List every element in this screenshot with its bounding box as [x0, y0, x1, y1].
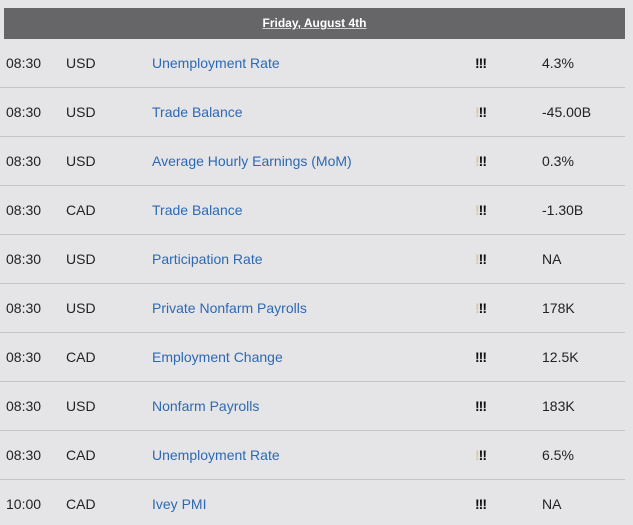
- impact-mark-icon: !: [482, 202, 487, 218]
- event-name-link[interactable]: Private Nonfarm Payrolls: [152, 300, 307, 316]
- event-currency: CAD: [66, 447, 96, 463]
- impact-mark-icon: !: [478, 447, 484, 463]
- impact-indicator: !!!: [475, 39, 487, 87]
- event-time: 08:30: [6, 153, 42, 169]
- impact-mark-icon: !: [482, 398, 487, 414]
- impact-indicator: !!!: [475, 284, 487, 332]
- event-currency: CAD: [66, 349, 96, 365]
- impact-mark-icon: !: [482, 300, 487, 316]
- impact-mark-icon: !: [475, 153, 480, 169]
- impact-mark-icon: !: [475, 447, 480, 463]
- impact-mark-icon: !: [475, 104, 480, 120]
- impact-mark-icon: !: [478, 55, 484, 71]
- impact-mark-icon: !: [475, 496, 480, 512]
- event-currency: USD: [66, 251, 96, 267]
- event-name-link[interactable]: Average Hourly Earnings (MoM): [152, 153, 352, 169]
- event-time: 08:30: [6, 55, 42, 71]
- impact-mark-icon: !: [478, 104, 484, 120]
- impact-mark-icon: !: [478, 153, 484, 169]
- event-value: 6.5%: [542, 447, 574, 463]
- event-currency: USD: [66, 104, 96, 120]
- impact-indicator: !!!: [475, 186, 487, 234]
- impact-indicator: !!!: [475, 235, 487, 283]
- event-time: 08:30: [6, 300, 42, 316]
- event-value: -45.00B: [542, 104, 592, 120]
- impact-mark-icon: !: [478, 398, 484, 414]
- impact-mark-icon: !: [482, 251, 487, 267]
- impact-indicator: !!!: [475, 88, 487, 136]
- event-currency: CAD: [66, 496, 96, 512]
- event-time: 08:30: [6, 398, 42, 414]
- day-header: Friday, August 4th: [4, 8, 625, 39]
- impact-mark-icon: !: [482, 55, 487, 71]
- events-list: 08:30 USD Unemployment Rate!!! 4.3% 08:30 USD…: [0, 39, 625, 525]
- event-value: 183K: [542, 398, 575, 414]
- event-row: 08:30 USD Participation Rate!!! NA: [0, 235, 625, 284]
- impact-mark-icon: !: [482, 349, 487, 365]
- impact-mark-icon: !: [475, 55, 480, 71]
- impact-mark-icon: !: [478, 202, 484, 218]
- impact-indicator: !!!: [475, 382, 487, 430]
- event-name-link[interactable]: Trade Balance: [152, 104, 243, 120]
- event-time: 08:30: [6, 447, 42, 463]
- impact-indicator: !!!: [475, 333, 487, 381]
- event-row: 10:00 CAD Ivey PMI!!! NA: [0, 480, 625, 525]
- day-header-date[interactable]: Friday, August 4th: [262, 16, 367, 30]
- impact-mark-icon: !: [478, 496, 484, 512]
- event-name-link[interactable]: Employment Change: [152, 349, 283, 365]
- impact-mark-icon: !: [482, 104, 487, 120]
- event-row: 08:30 USD Unemployment Rate!!! 4.3%: [0, 39, 625, 88]
- event-name-link[interactable]: Ivey PMI: [152, 496, 207, 512]
- impact-indicator: !!!: [475, 137, 487, 185]
- event-time: 08:30: [6, 251, 42, 267]
- event-name-link[interactable]: Nonfarm Payrolls: [152, 398, 260, 414]
- impact-mark-icon: !: [475, 202, 480, 218]
- event-name-link[interactable]: Trade Balance: [152, 202, 243, 218]
- event-currency: USD: [66, 55, 96, 71]
- impact-mark-icon: !: [482, 496, 487, 512]
- impact-mark-icon: !: [478, 251, 484, 267]
- event-value: NA: [542, 496, 562, 512]
- event-value: 12.5K: [542, 349, 579, 365]
- event-time: 08:30: [6, 349, 42, 365]
- event-row: 08:30 USD Nonfarm Payrolls!!! 183K: [0, 382, 625, 431]
- event-time: 08:30: [6, 104, 42, 120]
- event-row: 08:30 USD Average Hourly Earnings (MoM)!!!…: [0, 137, 625, 186]
- event-time: 08:30: [6, 202, 42, 218]
- event-currency: USD: [66, 300, 96, 316]
- event-row: 08:30 CAD Unemployment Rate!!! 6.5%: [0, 431, 625, 480]
- impact-mark-icon: !: [478, 349, 484, 365]
- impact-mark-icon: !: [475, 300, 480, 316]
- event-value: 178K: [542, 300, 575, 316]
- impact-mark-icon: !: [478, 300, 484, 316]
- impact-mark-icon: !: [475, 349, 480, 365]
- impact-mark-icon: !: [482, 153, 487, 169]
- event-name-link[interactable]: Unemployment Rate: [152, 55, 280, 71]
- event-value: -1.30B: [542, 202, 584, 218]
- event-value: 4.3%: [542, 55, 574, 71]
- event-value: 0.3%: [542, 153, 574, 169]
- impact-indicator: !!!: [475, 431, 487, 479]
- event-value: NA: [542, 251, 562, 267]
- impact-mark-icon: !: [482, 447, 487, 463]
- impact-mark-icon: !: [475, 398, 480, 414]
- impact-indicator: !!!: [475, 480, 487, 525]
- event-row: 08:30 CAD Employment Change!!! 12.5K: [0, 333, 625, 382]
- event-row: 08:30 CAD Trade Balance!!! -1.30B: [0, 186, 625, 235]
- event-name-link[interactable]: Unemployment Rate: [152, 447, 280, 463]
- impact-mark-icon: !: [475, 251, 480, 267]
- event-currency: USD: [66, 398, 96, 414]
- event-row: 08:30 USD Private Nonfarm Payrolls!!! 178K: [0, 284, 625, 333]
- event-name-link[interactable]: Participation Rate: [152, 251, 263, 267]
- event-currency: CAD: [66, 202, 96, 218]
- event-time: 10:00: [6, 496, 42, 512]
- event-currency: USD: [66, 153, 96, 169]
- event-row: 08:30 USD Trade Balance!!! -45.00B: [0, 88, 625, 137]
